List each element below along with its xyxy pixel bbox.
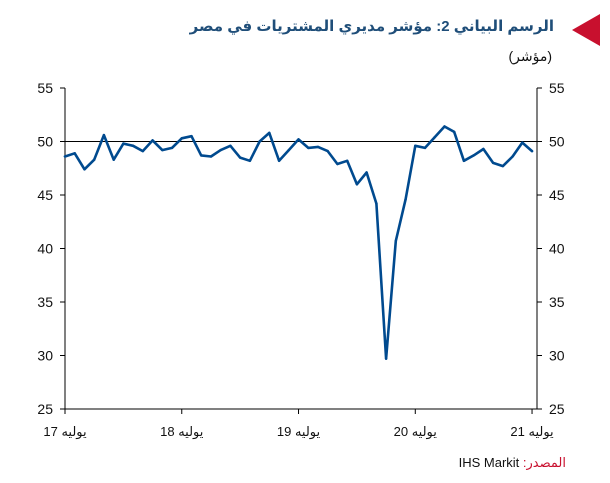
data-point [268,131,271,135]
data-point [462,159,466,162]
y-tick-label-left: 40 [37,241,53,257]
data-point [83,168,86,171]
chart-subtitle: (مؤشر) [508,48,552,64]
y-tick-label-right: 55 [549,80,565,96]
data-point [131,144,135,147]
y-tick-label-right: 35 [549,294,565,310]
data-point [238,156,242,159]
data-point [336,162,339,166]
series-line-pmi [63,125,534,360]
data-point [355,183,359,186]
data-point [297,138,300,141]
data-point [394,239,397,243]
y-tick-label-left: 25 [37,401,53,417]
data-point [443,125,446,128]
data-point [287,148,290,152]
data-point [472,154,475,157]
data-point [112,158,115,161]
y-tick-label-right: 45 [549,187,565,203]
data-point [375,202,378,205]
data-point [521,141,524,144]
y-tick-label-right: 25 [549,401,565,417]
y-tick-label-left: 30 [37,348,53,364]
y-tick-label-left: 50 [37,134,53,150]
x-tick-label: يوليه 21 [510,424,554,440]
source-note: المصدر: IHS Markit [459,455,566,471]
x-tick-label: يوليه 20 [394,424,438,440]
data-point [530,149,534,153]
y-axis-right: 25 30 35 40 45 50 55 [537,80,565,417]
data-point [384,357,388,360]
plot-frame [64,88,538,410]
y-tick-label-right: 50 [549,134,565,150]
source-value: IHS Markit [458,455,520,470]
x-tick-label: يوليه 19 [277,424,321,440]
data-point [180,137,183,140]
data-point [326,149,329,153]
y-tick-label-left: 55 [37,80,53,96]
data-point [501,164,505,168]
data-point [316,145,320,149]
data-point [73,152,76,155]
data-point [346,159,349,162]
series-layer [63,125,534,360]
chart-title: الرسم البياني 2: مؤشر مديري المشتريات في… [189,18,554,35]
data-point [190,135,193,138]
data-point [170,146,174,150]
data-point [229,144,232,147]
source-label: المصدر: [522,455,566,470]
data-point [307,146,310,150]
data-point [93,158,96,161]
data-point [482,147,485,151]
data-point [404,198,407,201]
data-point [277,159,281,162]
y-tick-label-right: 30 [549,348,565,364]
data-point [209,155,213,158]
data-point [248,159,252,162]
x-tick-label: يوليه 18 [160,424,204,440]
data-point [219,148,222,152]
y-tick-label-left: 45 [37,187,53,203]
data-point [491,161,495,165]
data-point [122,142,125,145]
data-point [161,148,164,152]
data-point [141,149,144,153]
data-point [433,136,436,139]
title-marker-icon [572,14,600,46]
x-tick-label: يوليه 17 [43,424,87,440]
data-point [511,155,514,158]
data-point [414,144,417,147]
data-point [102,133,106,137]
data-point [365,171,368,174]
data-point [453,130,456,134]
data-point [63,155,67,158]
y-axis-left: 25 30 35 40 45 50 55 [37,80,65,417]
x-axis: يوليه 17 يوليه 18 يوليه 19 يوليه 20 يوليه 21 [43,409,554,440]
data-point [258,140,261,143]
chart-header: الرسم البياني 2: مؤشر مديري المشتريات في… [10,12,600,46]
y-tick-label-right: 40 [549,241,565,257]
data-point [151,139,154,142]
data-point [200,154,203,157]
y-tick-label-left: 35 [37,294,53,310]
data-point [423,146,427,150]
